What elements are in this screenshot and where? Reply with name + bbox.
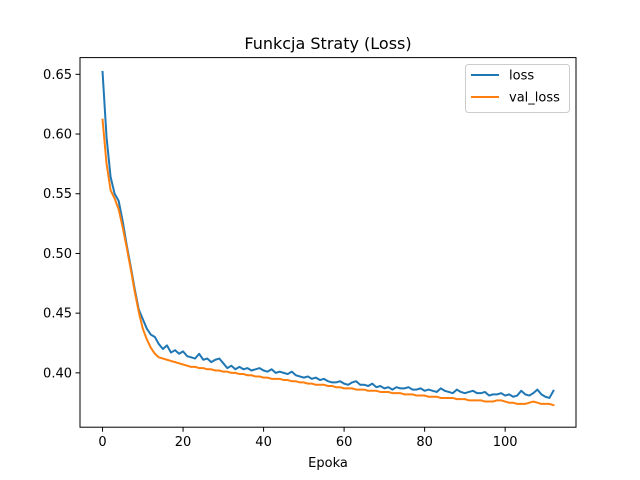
chart-title: Funkcja Straty (Loss) <box>244 34 411 53</box>
legend-box <box>465 64 570 113</box>
y-tick-label: 0.50 <box>43 247 72 262</box>
x-axis-ticks: 0 20 40 60 80 100 <box>98 427 518 450</box>
legend: loss val_loss <box>465 64 570 113</box>
legend-label-loss: loss <box>509 69 534 84</box>
legend-label-val-loss: val_loss <box>509 91 560 106</box>
x-tick-label: 100 <box>493 435 518 450</box>
x-tick-label: 80 <box>416 435 433 450</box>
x-axis-label: Epoka <box>308 456 348 471</box>
series-line-val-loss <box>101 118 555 407</box>
y-axis-ticks: 0.40 0.45 0.50 0.55 0.60 0.65 <box>43 68 80 381</box>
series-lines <box>101 70 555 407</box>
x-tick-label: 40 <box>255 435 272 450</box>
x-tick-label: 60 <box>336 435 353 450</box>
x-tick-label: 20 <box>175 435 192 450</box>
y-tick-label: 0.60 <box>43 128 72 143</box>
y-tick-label: 0.40 <box>43 366 72 381</box>
axes-frame <box>79 57 577 428</box>
series-line-loss <box>101 70 555 399</box>
y-tick-label: 0.65 <box>43 68 72 83</box>
x-tick-label: 0 <box>98 435 106 450</box>
y-tick-label: 0.55 <box>43 187 72 202</box>
y-tick-label: 0.45 <box>43 307 72 322</box>
